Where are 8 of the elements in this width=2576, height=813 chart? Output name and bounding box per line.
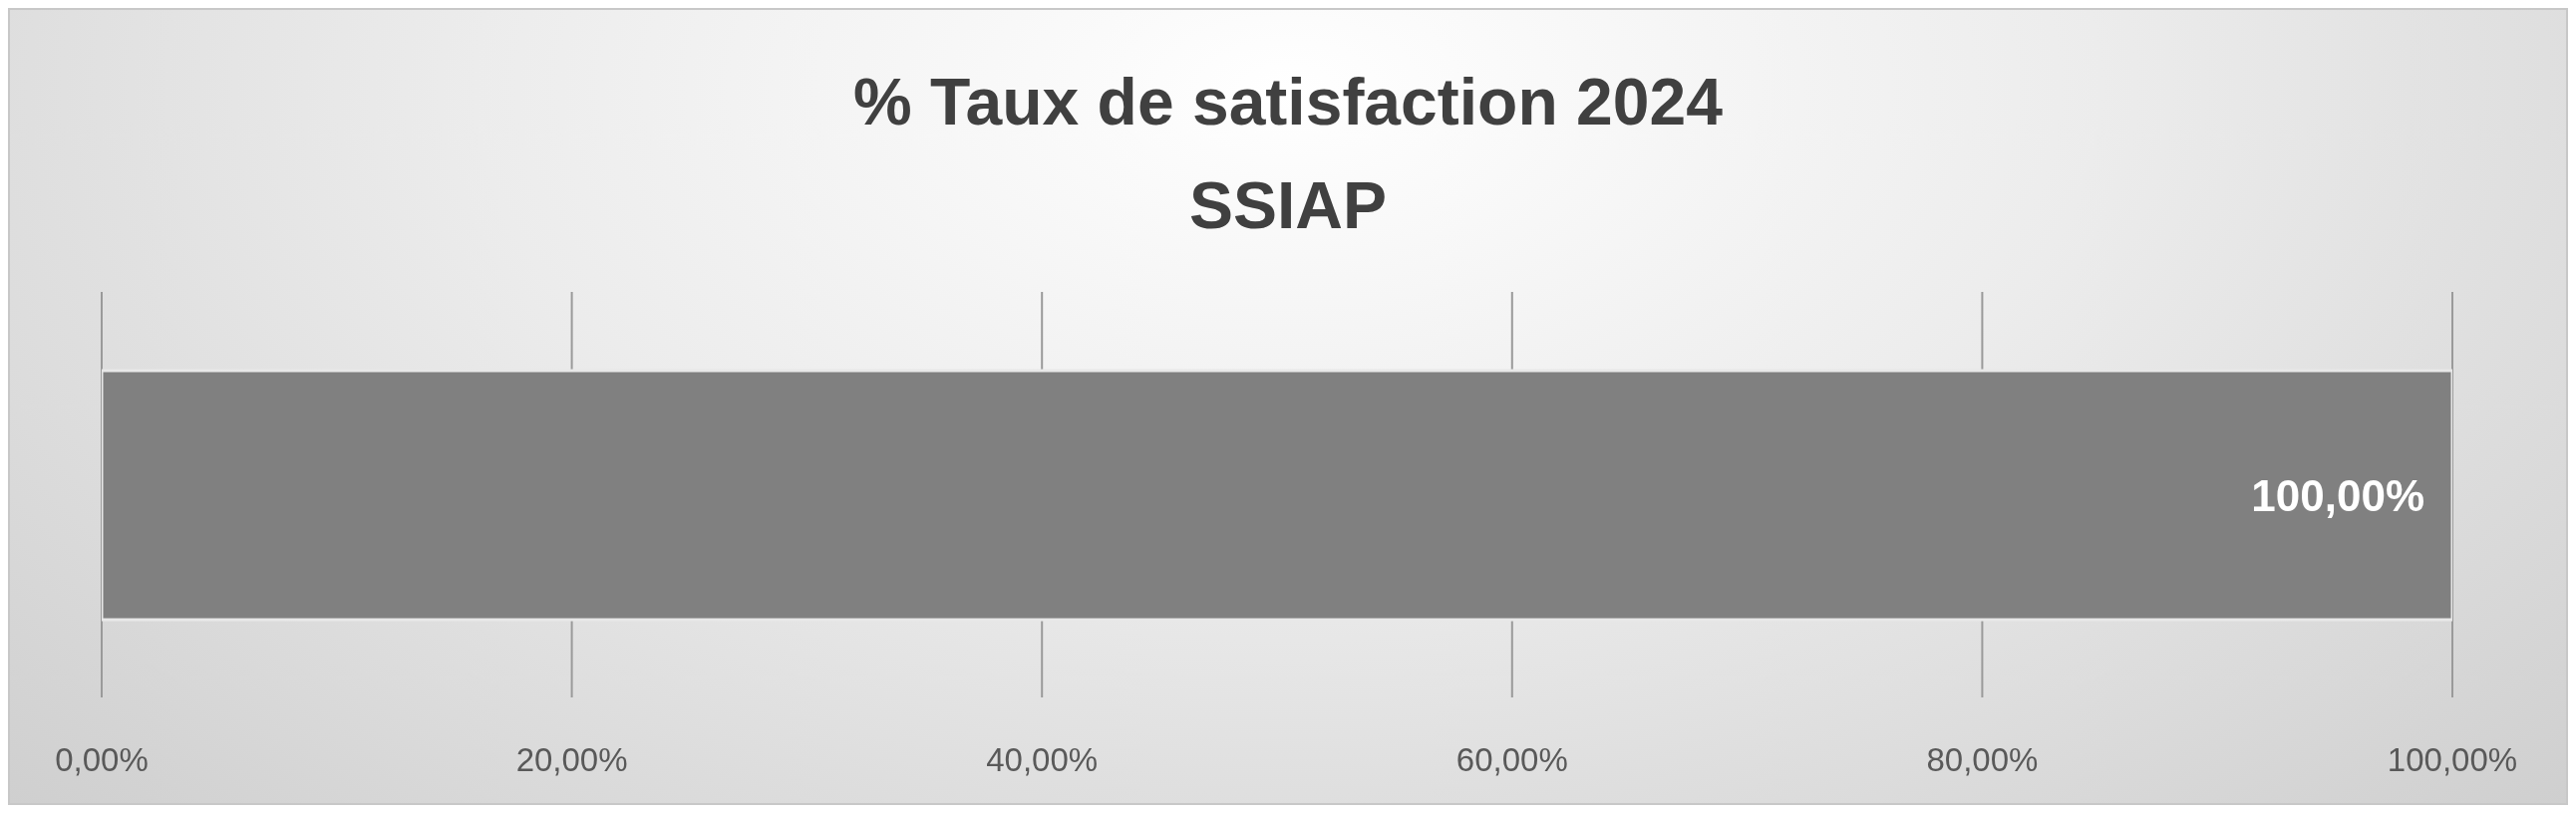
x-tick-label: 60,00% [1455, 741, 1568, 779]
x-tick-label: 0,00% [55, 741, 149, 779]
x-tick-label: 80,00% [1926, 741, 2039, 779]
x-tick-label: 40,00% [986, 741, 1099, 779]
data-label: 100,00% [2251, 470, 2424, 520]
x-tick-label: 20,00% [515, 741, 628, 779]
x-tick-label: 100,00% [2387, 741, 2518, 779]
chart-title: % Taux de satisfaction 2024 SSIAP [852, 64, 1724, 244]
